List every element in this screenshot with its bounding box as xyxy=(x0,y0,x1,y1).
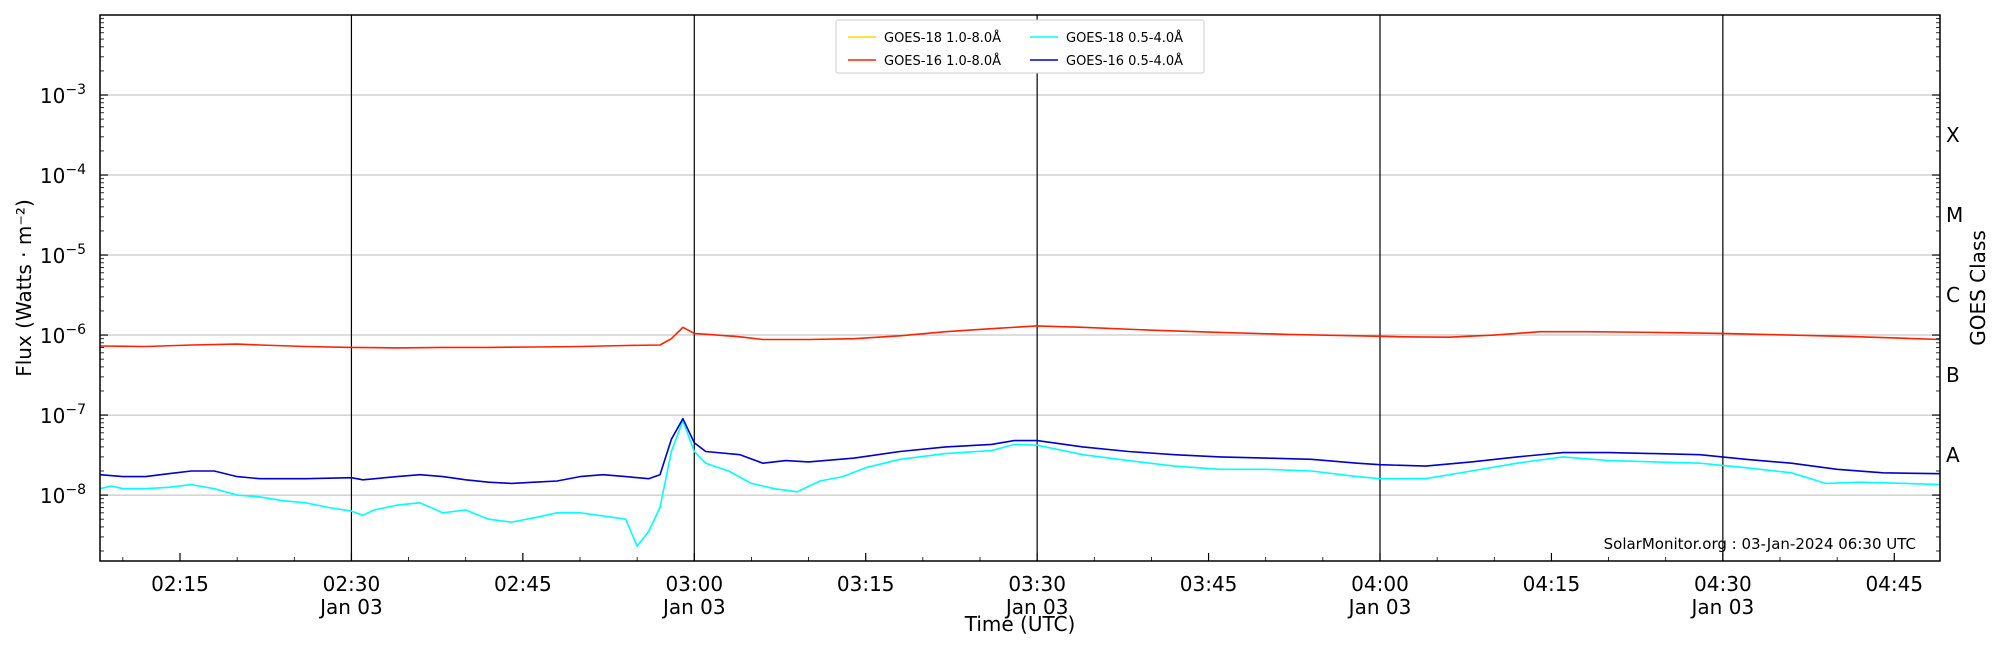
x-tick-label: 04:15 xyxy=(1523,572,1581,596)
source-footer: SolarMonitor.org : 03-Jan-2024 06:30 UTC xyxy=(1604,535,1916,553)
x-tick-label: 03:45 xyxy=(1180,572,1238,596)
y-tick-label: 10−6 xyxy=(40,322,86,348)
goes-class-label: C xyxy=(1946,283,1960,307)
goes-class-label: B xyxy=(1946,363,1960,387)
series-line xyxy=(99,419,1941,547)
legend-label: GOES-18 1.0-8.0Å xyxy=(884,30,1001,46)
series-line xyxy=(99,417,1941,485)
y-tick-label: 10−5 xyxy=(40,242,86,268)
x-axis-title: Time (UTC) xyxy=(964,612,1076,636)
x-tick-label: 04:30 xyxy=(1694,572,1752,596)
y-tick-label: 10−8 xyxy=(40,482,86,508)
x-tick-date-label: Jan 03 xyxy=(1004,595,1069,619)
vertical-lines-layer xyxy=(350,15,1724,561)
series-layer xyxy=(99,325,1941,547)
y-axis-title: Flux (Watts · m⁻²) xyxy=(12,199,36,377)
goes-class-label: A xyxy=(1946,443,1960,467)
legend-label: GOES-16 0.5-4.0Å xyxy=(1066,53,1183,69)
y-ticks-layer: 10−8 10−7 10−6 10−5 10−4 10−3 xyxy=(40,18,1940,552)
legend-label: GOES-18 0.5-4.0Å xyxy=(1066,30,1183,46)
x-tick-date-label: Jan 03 xyxy=(318,595,383,619)
legend-box xyxy=(835,19,1205,74)
x-tick-date-label: Jan 03 xyxy=(1690,595,1755,619)
y-tick-label: 10−7 xyxy=(40,402,86,428)
x-tick-label: 03:15 xyxy=(837,572,895,596)
x-tick-date-label: Jan 03 xyxy=(1347,595,1412,619)
x-tick-label: 02:30 xyxy=(323,572,381,596)
x-tick-label: 04:45 xyxy=(1865,572,1923,596)
legend-label: GOES-16 1.0-8.0Å xyxy=(884,53,1001,69)
y-tick-label: 10−4 xyxy=(40,162,86,188)
goes-class-label: X xyxy=(1946,123,1960,147)
x-tick-label: 04:00 xyxy=(1351,572,1409,596)
goes-class-layer: A B C M X xyxy=(1946,123,1963,467)
legend-items: GOES-18 1.0-8.0Å GOES-16 1.0-8.0Å GOES-18 … xyxy=(848,30,1183,69)
x-tick-label: 03:30 xyxy=(1008,572,1066,596)
y-tick-label: 10−3 xyxy=(40,82,86,108)
right-axis-title: GOES Class xyxy=(1966,230,1990,346)
x-tick-label: 02:15 xyxy=(151,572,209,596)
x-tick-date-label: Jan 03 xyxy=(661,595,726,619)
goes-class-label: M xyxy=(1946,203,1963,227)
grid-layer xyxy=(100,94,1940,496)
x-tick-label: 03:00 xyxy=(665,572,723,596)
legend: GOES-18 1.0-8.0Å GOES-16 1.0-8.0Å GOES-18 … xyxy=(835,19,1205,74)
x-tick-label: 02:45 xyxy=(494,572,552,596)
plot-frame xyxy=(99,14,1941,562)
series-line xyxy=(99,325,1941,349)
